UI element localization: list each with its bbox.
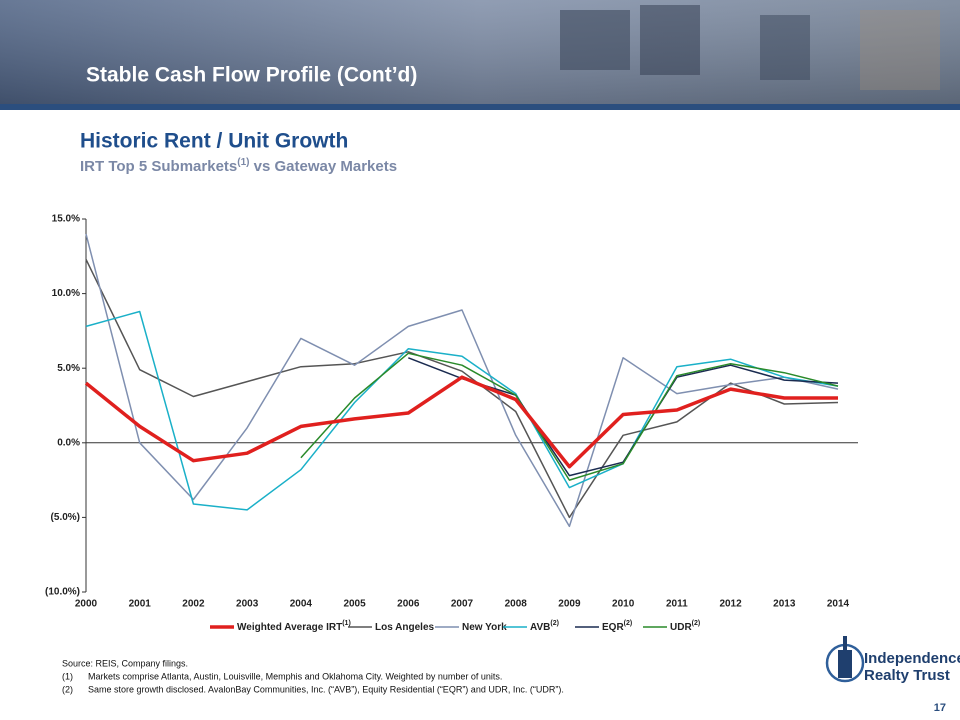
footnote-source: Source: REIS, Company filings.	[62, 658, 188, 668]
y-tick-label: 10.0%	[52, 288, 80, 299]
series-line	[85, 258, 839, 519]
legend-label: New York	[462, 622, 507, 633]
chart-title: Historic Rent / Unit Growth	[80, 130, 348, 153]
x-tick-label: 2004	[290, 599, 313, 610]
footnote-mark: (2)	[62, 684, 73, 694]
y-tick-label: (10.0%)	[45, 587, 80, 598]
x-tick-label: 2006	[397, 599, 420, 610]
x-tick-label: 2014	[827, 599, 850, 610]
x-tick-label: 2009	[558, 599, 581, 610]
legend-name: EQR	[602, 622, 624, 633]
x-tick-label: 2002	[182, 599, 205, 610]
y-tick-label: 0.0%	[57, 437, 80, 448]
legend-name: New York	[462, 622, 507, 633]
y-tick-label: 5.0%	[57, 363, 80, 374]
legend-label: UDR(2)	[670, 620, 700, 633]
legend-label: Weighted Average IRT(1)	[237, 620, 351, 633]
header-banner	[0, 0, 960, 110]
x-tick-label: 2008	[505, 599, 528, 610]
legend-label: AVB(2)	[530, 620, 559, 633]
x-tick-label: 2003	[236, 599, 259, 610]
slide-title: Stable Cash Flow Profile (Cont’d)	[86, 64, 417, 87]
x-tick-label: 2005	[343, 599, 366, 610]
logo: Independence Realty Trust	[825, 636, 960, 684]
subtitle-ref: (1)	[237, 157, 249, 168]
x-tick-label: 2000	[75, 599, 98, 610]
legend-label: EQR(2)	[602, 620, 632, 633]
legend-name: AVB	[530, 622, 550, 633]
logo-text: Realty Trust	[864, 667, 950, 684]
legend-name: Weighted Average IRT	[237, 622, 342, 633]
footnote-mark: (1)	[62, 671, 73, 681]
x-tick-label: 2011	[666, 599, 688, 610]
legend-name: UDR	[670, 622, 692, 633]
series-line	[84, 375, 838, 469]
legend-name: Los Angeles	[375, 622, 435, 633]
legend-label: Los Angeles	[375, 622, 435, 633]
x-tick-label: 2010	[612, 599, 635, 610]
page-number: 17	[934, 702, 946, 714]
plot: (10.0%) (5.0%) 0.0% 5.0% 10.0% 15.0% 2000 2001 2…	[45, 214, 858, 633]
x-tick-label: 2013	[773, 599, 796, 610]
chart-subtitle: IRT Top 5 Submarkets(1) vs Gateway Marke…	[80, 157, 397, 175]
series-line	[85, 310, 839, 511]
y-tick-label: (5.0%)	[51, 512, 80, 523]
footnote-text: Markets comprise Atlanta, Austin, Louisv…	[88, 671, 502, 681]
y-tick-label: 15.0%	[52, 214, 80, 225]
legend-note: (2)	[550, 620, 559, 627]
x-tick-label: 2001	[129, 599, 152, 610]
subtitle-text: IRT Top 5 Submarkets	[80, 158, 237, 175]
legend-note: (1)	[342, 620, 351, 627]
series-line	[300, 352, 839, 481]
footnote-text: Same store growth disclosed. AvalonBay C…	[88, 684, 564, 694]
series-line	[85, 233, 839, 528]
subtitle-text: vs Gateway Markets	[250, 158, 398, 175]
logo-text: Independence	[864, 650, 960, 667]
legend-note: (2)	[624, 620, 633, 627]
x-tick-label: 2012	[719, 599, 742, 610]
x-tick-label: 2007	[451, 599, 474, 610]
legend-note: (2)	[692, 620, 701, 627]
